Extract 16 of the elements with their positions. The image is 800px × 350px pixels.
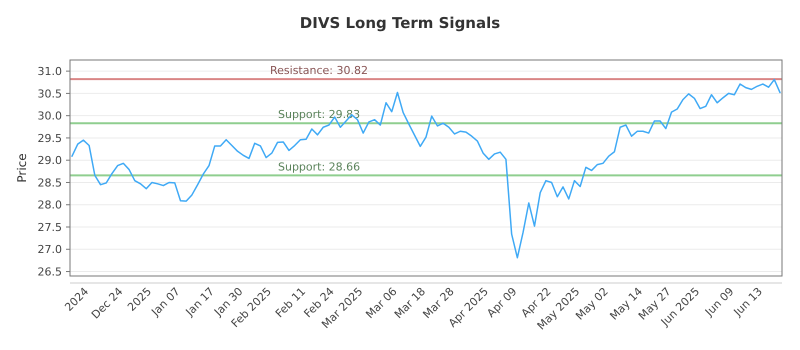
y-tick-label: 28.5 xyxy=(38,176,62,190)
y-tick-label: 30.5 xyxy=(38,87,62,100)
y-tick-label: 30.0 xyxy=(38,110,62,123)
line-series xyxy=(71,78,781,258)
y-tick-label: 26.5 xyxy=(38,265,62,278)
y-axis-title: Price xyxy=(15,153,29,183)
y-tick-label: 31.0 xyxy=(38,64,62,78)
y-tick-label: 27.0 xyxy=(38,243,62,256)
y-tick-label: 28.0 xyxy=(38,198,62,212)
y-tick-label: 27.5 xyxy=(38,220,62,234)
ref-line-label: Resistance: 30.82 xyxy=(270,64,368,78)
y-tick-label: 29.0 xyxy=(38,154,62,168)
ref-line-label: Support: 28.66 xyxy=(278,160,360,174)
x-tick-label: Dec 24 xyxy=(88,284,126,322)
y-tick-label: 29.5 xyxy=(38,132,62,145)
chart-title: DIVS Long Term Signals xyxy=(300,14,500,32)
